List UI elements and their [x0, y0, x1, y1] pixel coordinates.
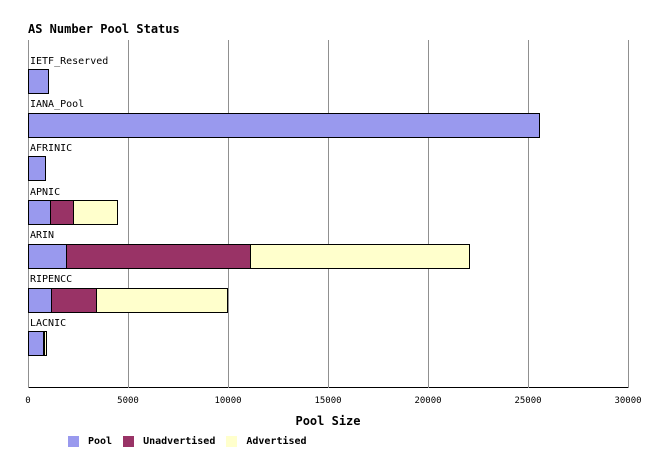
gridline — [228, 40, 229, 388]
category-label: AFRINIC — [30, 142, 73, 154]
legend-label: Unadvertised — [143, 436, 216, 447]
stacked-bar — [28, 156, 46, 182]
legend-label: Advertised — [246, 436, 307, 447]
x-tick-label: 15000 — [314, 396, 342, 406]
bar-segment-advertised — [96, 287, 228, 313]
legend-label: Pool — [88, 436, 113, 447]
x-tick-label: 20000 — [414, 396, 442, 406]
bar-segment-pool — [28, 287, 52, 313]
legend: Pool Unadvertised Advertised — [68, 436, 307, 447]
legend-swatch-advertised — [226, 436, 238, 447]
legend-item: Pool — [68, 436, 112, 447]
legend-swatch-unadvertised — [123, 436, 135, 447]
x-tick-label: 5000 — [117, 396, 139, 406]
gridline — [128, 40, 129, 388]
stacked-bar — [28, 112, 540, 138]
x-tick-label: 10000 — [214, 396, 242, 406]
category-label: IETF_Reserved — [30, 55, 109, 67]
category-label: ARIN — [30, 230, 55, 242]
legend-item: Unadvertised — [123, 436, 215, 447]
bar-segment-advertised — [43, 331, 47, 357]
bar-segment-unadvertised — [50, 200, 74, 226]
stacked-bar — [28, 331, 47, 357]
x-tick-label: 25000 — [514, 396, 542, 406]
bar-segment-pool — [28, 69, 49, 94]
x-tick-label: 0 — [25, 396, 31, 406]
bar-segment-pool — [28, 156, 46, 182]
bar-segment-unadvertised — [65, 243, 251, 269]
category-label: IANA_Pool — [30, 99, 85, 111]
category-label: RIPENCC — [30, 274, 73, 285]
gridline — [328, 40, 329, 388]
legend-item: Advertised — [226, 436, 307, 447]
x-tick-label: 30000 — [614, 396, 642, 406]
stacked-bar — [28, 243, 470, 269]
x-axis-title: Pool Size — [295, 414, 361, 428]
gridline — [628, 40, 629, 388]
chart-title: AS Number Pool Status — [28, 22, 180, 36]
x-axis-ticks: 0 5000 10000 15000 20000 25000 30000 — [0, 396, 666, 408]
bar-segment-advertised — [73, 200, 118, 226]
gridline — [528, 40, 529, 388]
stacked-bar — [28, 200, 118, 226]
plot-area: IETF_Reserved IANA_Pool AFRINIC APNIC ARIN RI… — [28, 40, 629, 388]
gridline — [428, 40, 429, 388]
category-label: LACNIC — [30, 317, 67, 329]
bar-segment-pool — [28, 331, 44, 357]
bar-segment-pool — [28, 243, 67, 269]
stacked-bar — [28, 287, 228, 313]
bar-segment-advertised — [249, 243, 470, 269]
legend-swatch-pool — [68, 436, 79, 447]
bar-segment-pool — [28, 112, 540, 138]
bar-segment-unadvertised — [51, 287, 97, 313]
bar-segment-pool — [28, 200, 51, 226]
stacked-bar — [28, 69, 49, 94]
category-label: APNIC — [30, 186, 61, 198]
